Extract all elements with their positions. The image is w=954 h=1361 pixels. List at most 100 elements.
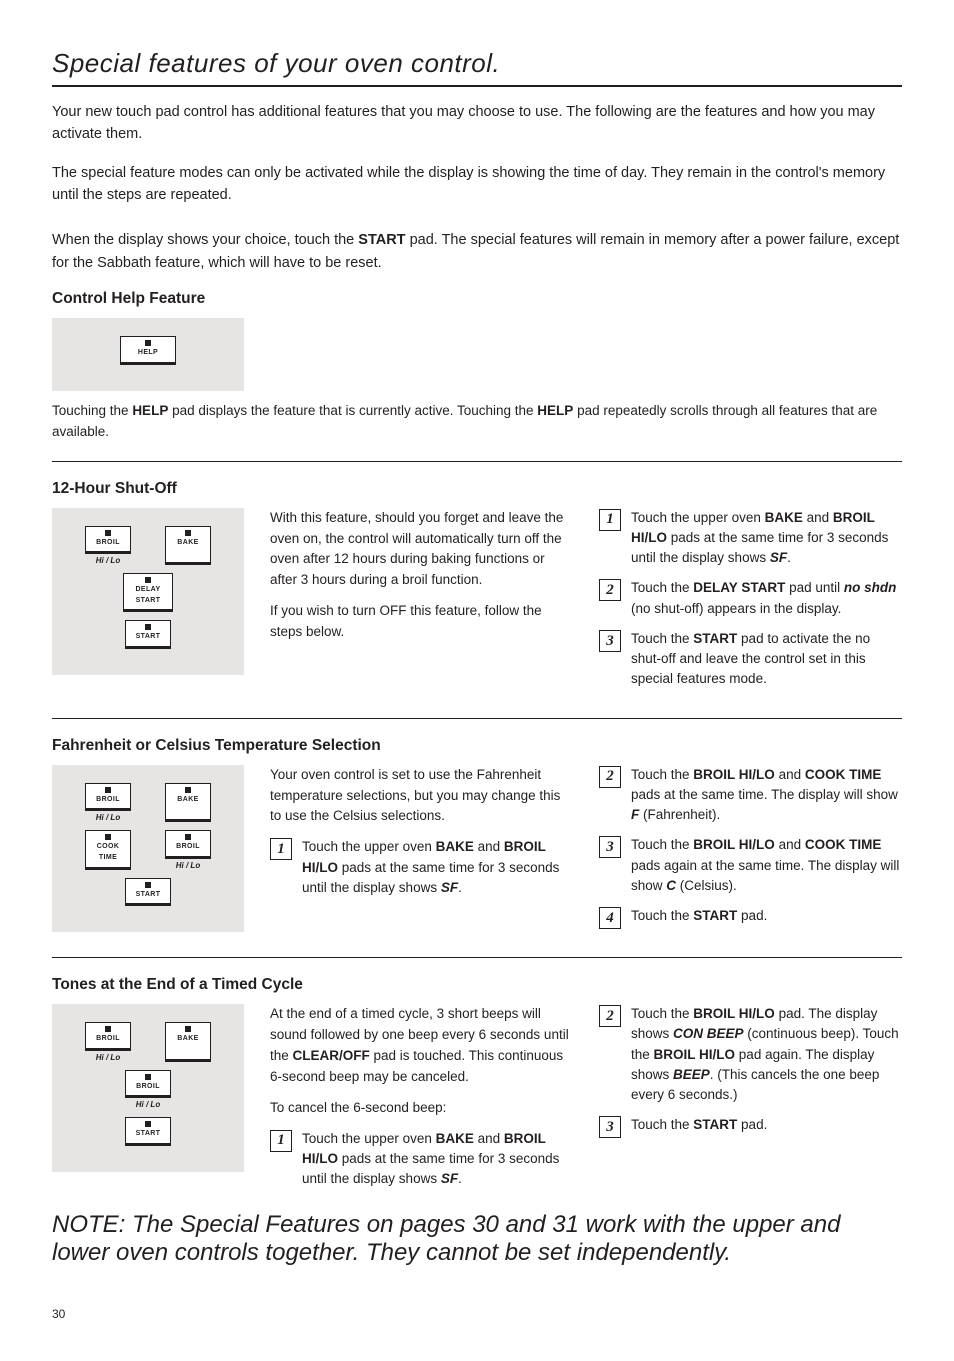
t-broil2-col: Broil Hi / Lo [125, 1070, 171, 1110]
fc-broil-col: Broil Hi / Lo [85, 783, 131, 823]
broil-pad[interactable]: Broil [85, 1022, 131, 1051]
start-pad[interactable]: Start [125, 1117, 171, 1146]
broil-sub: Hi / Lo [96, 556, 120, 565]
section-title: Special features of your oven control. [52, 48, 902, 87]
footer-left: 30 [52, 1307, 65, 1321]
fc-s3-t: Touch the BROIL HI/LO and COOK TIME pads… [631, 835, 902, 896]
bake-pad[interactable]: Bake [165, 526, 211, 566]
broil-sub: Hi / Lo [96, 813, 120, 822]
step-2: 2 [599, 579, 621, 601]
tones-panel-col: Broil Hi / Lo Bake Broil Hi / Lo Start [52, 1004, 244, 1172]
start-label: Start [136, 889, 161, 900]
start-pad[interactable]: Start [125, 878, 171, 907]
bake-pad[interactable]: Bake [165, 783, 211, 823]
broil2-label: Broil [136, 1081, 160, 1092]
pad-led [185, 787, 191, 793]
divider-2 [52, 718, 902, 719]
help-btn-row: Help [64, 336, 232, 365]
t-r2: Broil Hi / Lo [64, 1070, 232, 1110]
intro-p2: The special feature modes can only be ac… [52, 162, 902, 274]
help-after: Touching the HELP pad displays the featu… [52, 401, 902, 443]
hour12-left-text: With this feature, should you forget and… [270, 508, 573, 654]
cook-time-pad[interactable]: CookTime [85, 830, 131, 870]
t-steps-r: 2Touch the BROIL HI/LO pad. The display … [599, 1004, 902, 1138]
h12-s3-t: Touch the START pad to activate the no s… [631, 629, 902, 690]
step-1: 1 [270, 838, 292, 860]
broil-label: Broil [96, 1033, 120, 1044]
pad-led [185, 530, 191, 536]
start-label: Start [136, 1128, 161, 1139]
t-s3: 3Touch the START pad. [599, 1115, 902, 1138]
pad-led [145, 882, 151, 888]
hour12-row: Broil Hi / Lo Bake DelayStart Start With… [52, 508, 902, 700]
intro-p2a: The special feature modes can only be ac… [52, 165, 885, 203]
broil-pad-2[interactable]: Broil [125, 1070, 171, 1099]
help-d: HELP [537, 403, 573, 418]
document-page: Special features of your oven control. Y… [0, 0, 954, 1361]
h12-s2-t: Touch the DELAY START pad until no shdn … [631, 578, 902, 619]
intro-p1: Your new touch pad control has additiona… [52, 101, 902, 146]
tones-row: Broil Hi / Lo Bake Broil Hi / Lo Start A… [52, 1004, 902, 1199]
step-2: 2 [599, 766, 621, 788]
h12-s1-t: Touch the upper oven BAKE and BROIL HI/L… [631, 508, 902, 569]
step-3: 3 [599, 836, 621, 858]
help-panel-col: Help [52, 318, 244, 391]
start-pad[interactable]: Start [125, 620, 171, 649]
h12-p2: If you wish to turn OFF this feature, fo… [270, 601, 573, 643]
tones-right: 2Touch the BROIL HI/LO pad. The display … [599, 1004, 902, 1148]
fc-steps-r: 2 Touch the BROIL HI/LO and COOK TIME pad… [599, 765, 902, 930]
page-footer: 30 [52, 1307, 902, 1321]
broil-label: Broil [96, 537, 120, 548]
title-a: Special features [52, 48, 246, 78]
fc-r3: Start [64, 878, 232, 907]
broil-pad[interactable]: Broil [85, 783, 131, 812]
divider-1 [52, 461, 902, 462]
help-pad[interactable]: Help [120, 336, 176, 365]
tones-panel: Broil Hi / Lo Bake Broil Hi / Lo Start [52, 1004, 244, 1172]
fc-s2: 2Touch the BROIL HI/LO and COOK TIME pad… [599, 765, 902, 826]
fc-row: Broil Hi / Lo Bake CookTime Broil Hi / L… [52, 765, 902, 940]
pad-led [105, 787, 111, 793]
step-1: 1 [270, 1130, 292, 1152]
bake-label: Bake [177, 794, 198, 805]
bake-label: Bake [177, 537, 198, 548]
h12-r1: Broil Hi / Lo Bake [64, 526, 232, 566]
pad-led [105, 530, 111, 536]
hour12-panel-col: Broil Hi / Lo Bake DelayStart Start [52, 508, 244, 675]
h12-s1: 1Touch the upper oven BAKE and BROIL HI/… [599, 508, 902, 569]
fc-panel-col: Broil Hi / Lo Bake CookTime Broil Hi / L… [52, 765, 244, 933]
bake-pad[interactable]: Bake [165, 1022, 211, 1062]
hour12-heading: 12-Hour Shut-Off [52, 480, 902, 498]
delay-start-pad[interactable]: DelayStart [123, 573, 173, 612]
broil2-sub: Hi / Lo [136, 1100, 160, 1109]
step-3: 3 [599, 1116, 621, 1138]
t-broil-col: Broil Hi / Lo [85, 1022, 131, 1062]
help-label: Help [138, 347, 158, 358]
help-panel: Help [52, 318, 244, 391]
fc-panel: Broil Hi / Lo Bake CookTime Broil Hi / L… [52, 765, 244, 933]
t-s1-t: Touch the upper oven BAKE and BROIL HI/L… [302, 1129, 573, 1190]
fc-heading: Fahrenheit or Celsius Temperature Select… [52, 737, 902, 755]
h12-steps: 1Touch the upper oven BAKE and BROIL HI/… [599, 508, 902, 690]
start-label: Start [136, 631, 161, 642]
divider-3 [52, 957, 902, 958]
help-row: Help [52, 318, 902, 391]
step-3: 3 [599, 630, 621, 652]
fc-r1: Broil Hi / Lo Bake [64, 783, 232, 823]
fc-s4: 4Touch the START pad. [599, 906, 902, 929]
help-c: pad displays the feature that is current… [168, 403, 537, 418]
bake-label: Bake [177, 1033, 198, 1044]
h12-s2: 2 Touch the DELAY START pad until no shdn… [599, 578, 902, 619]
fc-p1: Your oven control is set to use the Fahr… [270, 765, 573, 828]
broil-pad[interactable]: Broil [85, 526, 131, 555]
broil-pad-2[interactable]: Broil [165, 830, 211, 859]
hour12-steps: 1Touch the upper oven BAKE and BROIL HI/… [599, 508, 902, 700]
step-4: 4 [599, 907, 621, 929]
broil2-sub: Hi / Lo [176, 861, 200, 870]
broil2-label: Broil [176, 841, 200, 852]
intro-p2b: When the display shows your choice, touc… [52, 232, 358, 248]
h12-r2: DelayStart [64, 573, 232, 612]
h12-r3: Start [64, 620, 232, 649]
tones-left: At the end of a timed cycle, 3 short bee… [270, 1004, 573, 1199]
fc-steps-l: 1Touch the upper oven BAKE and BROIL HI/… [270, 837, 573, 898]
